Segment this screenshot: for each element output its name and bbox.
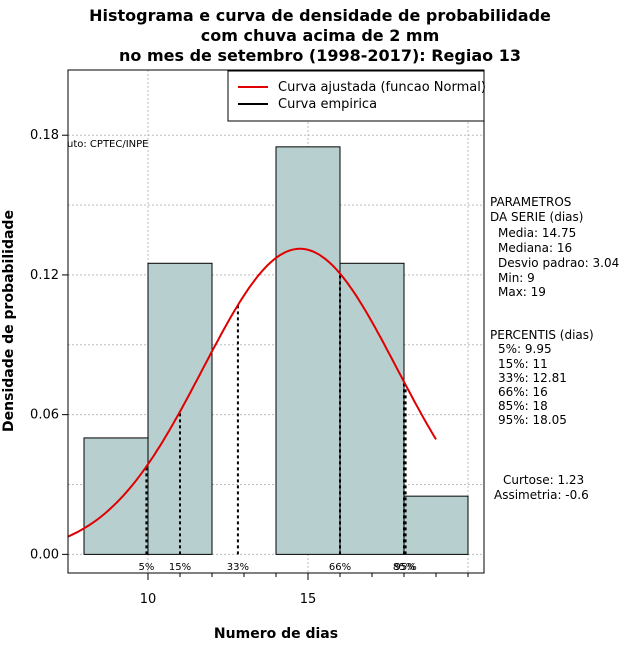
parametros-subtitle: DA SERIE (dias) [490, 210, 584, 224]
y-tick-label: 0.18 [30, 128, 59, 143]
percentis-title: PERCENTIS (dias) [490, 328, 594, 342]
parametro-media: Media: 14.75 [498, 226, 577, 240]
percentile-label: 33% [227, 562, 249, 573]
legend-label-fit: Curva ajustada (funcao Normal) [278, 80, 486, 95]
y-tick-label: 0.00 [30, 547, 59, 562]
x-tick-label: 10 [140, 592, 157, 607]
percentile-labels: 5% 15% 33% 66% 85%95% [138, 562, 416, 573]
percentile-label: 5% [138, 562, 154, 573]
parametro-desvio: Desvio padrao: 3.04 [498, 256, 620, 270]
source-annotation: uto: CPTEC/INPE [67, 139, 149, 150]
chart-title-line-2: com chuva acima de 2 mm [200, 26, 440, 45]
parametros-title: PARAMETROS [490, 195, 572, 209]
histogram-bar [83, 437, 149, 555]
histogram-bar [275, 146, 341, 555]
percentile-label: 15% [169, 562, 191, 573]
histogram-bar [403, 495, 469, 555]
percentil-95: 95%: 18.05 [498, 413, 567, 427]
percentil-5: 5%: 9.95 [498, 342, 552, 356]
histogram-bars [83, 146, 469, 555]
chart-title-line-1: Histograma e curva de densidade de proba… [89, 6, 551, 25]
legend-label-empirical: Curva empirica [278, 97, 377, 112]
parametro-mediana: Mediana: 16 [498, 241, 573, 255]
y-tick-label: 0.12 [30, 268, 59, 283]
percentil-15: 15%: 11 [498, 357, 548, 371]
chart-title-line-3: no mes de setembro (1998-2017): Regiao 1… [119, 46, 521, 65]
y-axis: 0.00 0.06 0.12 0.18 [30, 128, 69, 562]
percentile-label: 85% [393, 562, 415, 573]
percentile-label: 95% [394, 562, 416, 573]
legend: Curva ajustada (funcao Normal) Curva emp… [227, 70, 486, 122]
legend-box [227, 70, 485, 122]
y-tick-label: 0.06 [30, 408, 59, 423]
curtose-value: Curtose: 1.23 [503, 473, 585, 487]
histogram-bar [339, 262, 405, 555]
percentile-label: 66% [329, 562, 351, 573]
x-tick-label: 15 [300, 592, 317, 607]
assimetria-value: Assimetria: -0.6 [494, 488, 589, 502]
percentil-33: 33%: 12.81 [498, 371, 567, 385]
x-axis-label: Numero de dias [214, 626, 338, 642]
parametro-min: Min: 9 [498, 271, 535, 285]
percentile-lines [145, 273, 407, 555]
percentil-85: 85%: 18 [498, 399, 548, 413]
parametro-max: Max: 19 [498, 285, 546, 299]
x-axis: 10 15 [140, 572, 469, 607]
percentil-66: 66%: 16 [498, 385, 548, 399]
y-axis-label: Densidade de probabilidade [1, 210, 17, 432]
normal-fit-curve [67, 247, 437, 538]
